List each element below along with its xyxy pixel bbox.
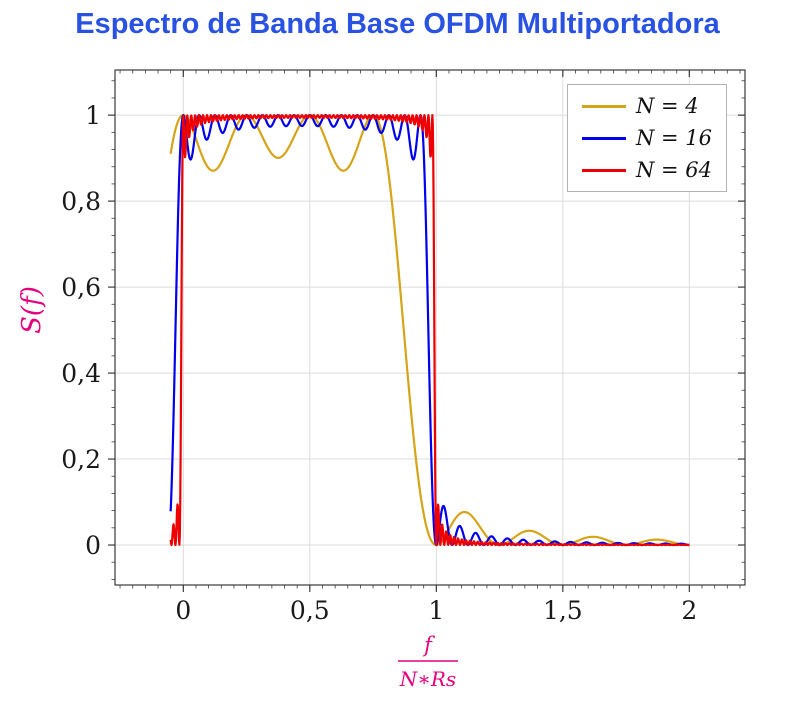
tick-labels: 0 0,5 1 1,5 2 0 0,2 0,4 0,6 0,8 1 <box>61 101 697 625</box>
curve-N=16 <box>169 114 691 547</box>
data-curves <box>169 114 691 547</box>
y-axis-label: S(f) <box>17 286 47 334</box>
legend-item: N = 16 <box>581 125 712 151</box>
plot-frame <box>114 69 746 586</box>
chart-title: Espectro de Banda Base OFDM Multiportado… <box>75 8 720 40</box>
y-tick-label: 0,2 <box>61 445 101 474</box>
legend-line-sample <box>581 136 626 140</box>
x-tick-label: 0 <box>175 596 191 625</box>
x-axis-label-numerator: f <box>422 633 435 657</box>
x-tick-label: 0,5 <box>290 596 330 625</box>
x-axis-label-denominator: N∗Rs <box>399 667 456 691</box>
y-tick-label: 0 <box>85 531 101 560</box>
y-tick-label: 0,4 <box>61 359 101 388</box>
x-tick-label: 1 <box>428 596 444 625</box>
legend-label: N = 4 <box>635 94 699 118</box>
y-tick-label: 0,8 <box>61 187 101 216</box>
legend-label: N = 16 <box>635 126 712 150</box>
legend-line-sample <box>581 104 626 108</box>
legend-label: N = 64 <box>635 158 712 182</box>
x-axis-label: f N∗Rs <box>398 633 458 691</box>
x-tick-label: 1,5 <box>543 596 583 625</box>
legend-line-sample <box>581 168 626 172</box>
y-tick-label: 0,6 <box>61 273 101 302</box>
curve-N=64 <box>169 114 691 547</box>
legend: N = 4 N = 16 N = 64 <box>566 84 727 192</box>
x-tick-label: 2 <box>681 596 697 625</box>
legend-item: N = 4 <box>581 93 712 119</box>
y-tick-label: 1 <box>85 101 101 130</box>
legend-item: N = 64 <box>581 157 712 183</box>
